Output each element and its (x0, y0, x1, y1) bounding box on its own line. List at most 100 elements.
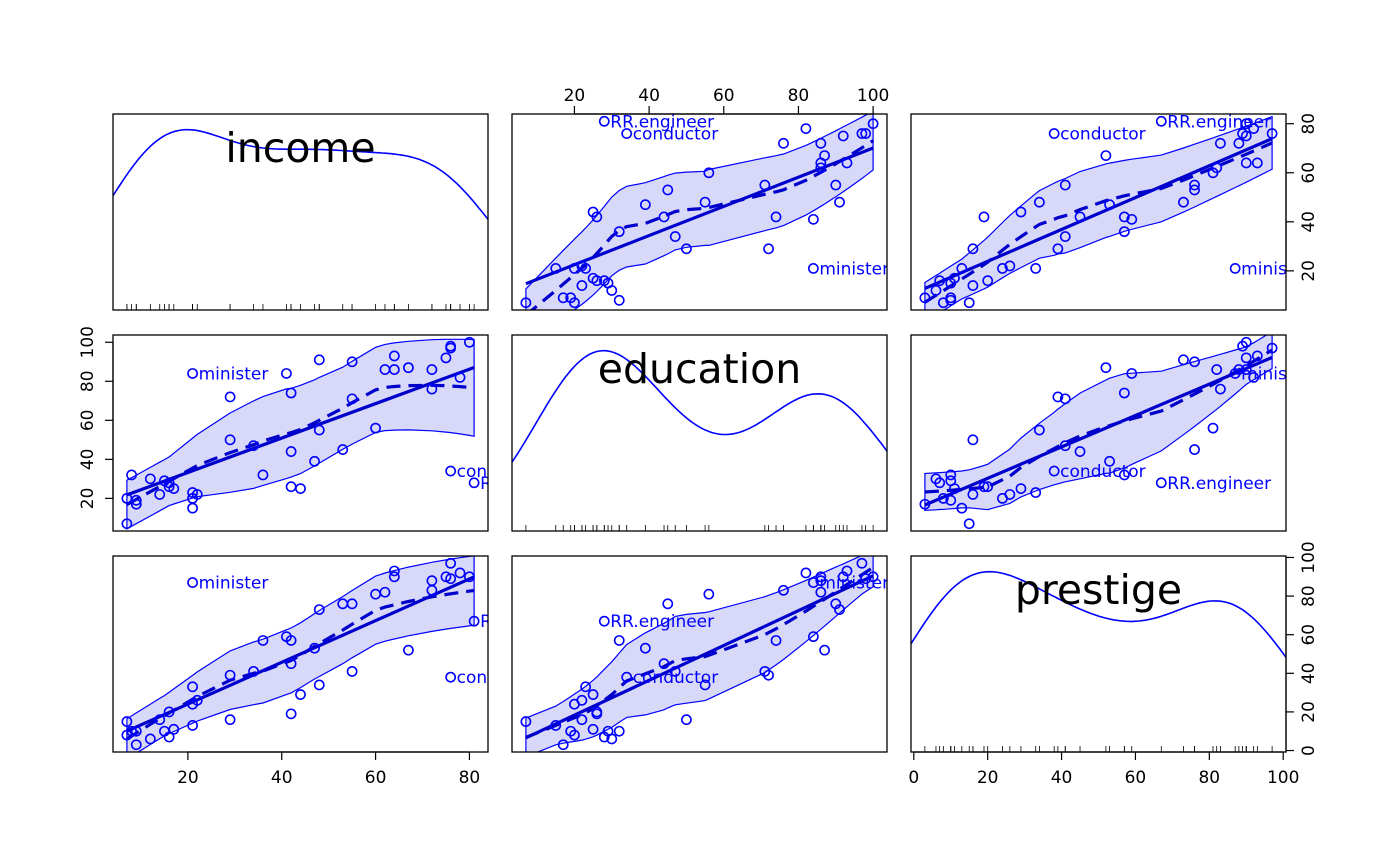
panel-frame (112, 113, 489, 311)
data-point (662, 598, 674, 610)
variable-name-prestige: prestige (1015, 566, 1182, 614)
data-point (1251, 350, 1263, 362)
data-point (1118, 226, 1130, 238)
data-point (800, 123, 812, 135)
data-point (426, 364, 438, 375)
point-label: conductor (1060, 462, 1146, 482)
data-point (550, 720, 562, 731)
tick-label: 80 (459, 768, 481, 788)
data-point (815, 586, 827, 598)
x-axis-income: 20 40 60 80 (177, 751, 481, 788)
data-point (1074, 446, 1086, 457)
tick-label: 100 (1299, 541, 1319, 573)
data-point (982, 275, 994, 287)
x-axis-education: 20 40 60 80 100 (564, 86, 889, 115)
data-point (1240, 352, 1252, 364)
data-point (168, 483, 180, 495)
tick-label: 100 (78, 326, 98, 358)
panel-frame (511, 334, 888, 532)
data-point (1189, 356, 1200, 368)
data-point (956, 502, 968, 514)
data-point (1248, 371, 1260, 383)
smoother-band (126, 338, 475, 530)
tick-label: 80 (1299, 113, 1319, 135)
data-point (285, 708, 297, 720)
data-point (154, 489, 166, 500)
data-point (967, 243, 979, 255)
data-point (144, 473, 156, 485)
data-point (1059, 440, 1071, 452)
data-point (468, 477, 480, 489)
data-point (224, 434, 236, 446)
data-point (807, 213, 819, 225)
data-point (248, 440, 259, 452)
data-point (967, 434, 979, 446)
data-point (591, 211, 603, 223)
panel-marks (113, 128, 488, 310)
data-point (576, 714, 588, 726)
data-point (919, 498, 931, 510)
data-point (778, 584, 789, 596)
data-point (860, 128, 872, 139)
data-point (163, 731, 175, 743)
tick-label: 80 (1198, 768, 1220, 788)
tick-label: 20 (78, 488, 98, 510)
panel-frame (511, 555, 888, 753)
point-label: RR.engineer (1167, 112, 1271, 132)
data-point (658, 211, 670, 223)
tick-label: 100 (1267, 768, 1299, 788)
point-label: RR.engineer (610, 612, 714, 632)
data-point (978, 211, 990, 223)
data-point (834, 604, 845, 615)
point-label: RR.engineer (610, 112, 714, 132)
tick-label: 60 (365, 768, 387, 788)
data-point (309, 455, 320, 467)
data-point (1189, 184, 1200, 196)
data-point (187, 577, 198, 588)
data-point (1178, 354, 1189, 366)
data-point (1266, 128, 1278, 139)
data-point (930, 473, 942, 485)
data-point (703, 167, 715, 179)
data-point (1048, 128, 1060, 139)
data-point (313, 604, 325, 615)
data-point (445, 342, 457, 354)
data-point (370, 588, 381, 600)
data-point (187, 502, 198, 514)
data-point (860, 573, 872, 585)
data-point (949, 483, 960, 495)
data-point (945, 294, 957, 306)
data-point (520, 716, 532, 727)
point-label: RR.engineer (480, 474, 584, 494)
regression-line (525, 574, 874, 740)
data-point (819, 150, 830, 161)
tick-label: 40 (78, 449, 98, 471)
panel-prestige-income: minister conductor RR.engineer (112, 555, 489, 753)
tick-label: 20 (564, 86, 586, 106)
data-point (313, 679, 325, 691)
data-point (285, 446, 297, 457)
data-point (388, 350, 400, 362)
data-point (550, 263, 562, 274)
data-point (1033, 196, 1045, 208)
tick-label: 100 (857, 86, 889, 106)
data-point (337, 444, 349, 455)
data-point (285, 387, 297, 399)
point-label: conductor (457, 462, 543, 482)
data-point (1211, 364, 1223, 375)
data-point (830, 179, 842, 191)
data-point (1207, 167, 1219, 179)
data-point (997, 492, 1008, 504)
data-point (807, 263, 819, 274)
data-point (1214, 137, 1226, 149)
y-axis-prestige: 0 20 40 60 80 100 (1285, 541, 1319, 756)
data-point (598, 275, 610, 287)
data-point (815, 571, 827, 583)
y-axis-income: 20 40 60 80 (1285, 113, 1319, 282)
data-point (569, 297, 580, 309)
data-point (703, 588, 715, 600)
data-point (1233, 137, 1245, 149)
